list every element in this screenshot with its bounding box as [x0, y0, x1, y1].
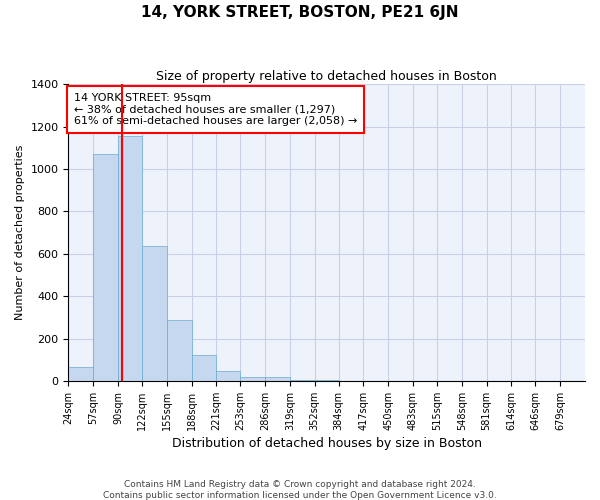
Bar	[191, 355, 217, 381]
Bar	[93, 154, 118, 381]
X-axis label: Distribution of detached houses by size in Boston: Distribution of detached houses by size …	[172, 437, 482, 450]
Bar	[241, 376, 265, 381]
Bar	[314, 380, 339, 381]
Y-axis label: Number of detached properties: Number of detached properties	[15, 145, 25, 320]
Bar	[217, 371, 241, 381]
Bar	[265, 376, 290, 381]
Text: 14, YORK STREET, BOSTON, PE21 6JN: 14, YORK STREET, BOSTON, PE21 6JN	[141, 5, 459, 20]
Bar	[118, 136, 142, 381]
Bar	[142, 246, 167, 381]
Bar	[290, 380, 314, 381]
Text: 14 YORK STREET: 95sqm
← 38% of detached houses are smaller (1,297)
61% of semi-d: 14 YORK STREET: 95sqm ← 38% of detached …	[74, 93, 357, 126]
Bar	[167, 320, 191, 381]
Title: Size of property relative to detached houses in Boston: Size of property relative to detached ho…	[157, 70, 497, 83]
Text: Contains HM Land Registry data © Crown copyright and database right 2024.
Contai: Contains HM Land Registry data © Crown c…	[103, 480, 497, 500]
Bar	[68, 367, 93, 381]
